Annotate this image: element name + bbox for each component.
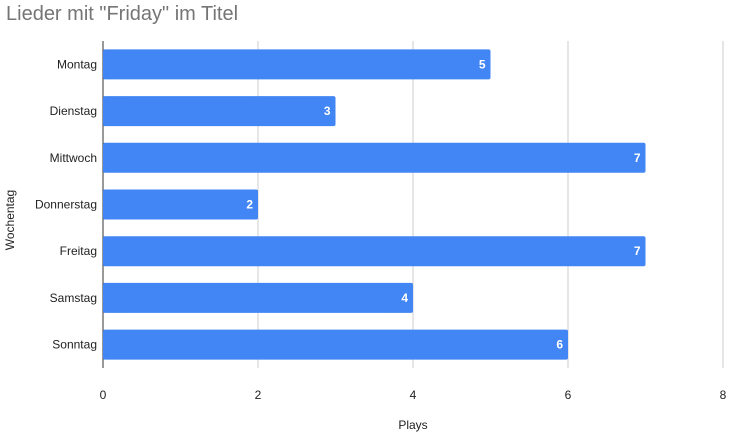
category-label: Montag (57, 57, 97, 71)
category-label: Donnerstag (35, 198, 97, 212)
category-label: Mittwoch (50, 151, 97, 165)
data-label: 3 (324, 104, 331, 118)
bar (103, 189, 258, 220)
x-tick-labels: 0 2 4 6 8 (100, 388, 727, 402)
bar (103, 49, 491, 80)
data-label: 2 (246, 198, 253, 212)
x-tick-label: 8 (720, 388, 727, 402)
bar (103, 142, 646, 173)
x-tick-label: 2 (255, 388, 262, 402)
bars: 5 3 7 2 7 4 6 (103, 49, 646, 360)
bar (103, 96, 336, 127)
x-axis-title: Plays (398, 418, 427, 432)
bar (103, 282, 413, 313)
y-axis-title: Wochentag (3, 190, 17, 251)
data-label: 4 (401, 291, 408, 305)
data-label: 7 (634, 151, 641, 165)
x-tick-label: 4 (410, 388, 417, 402)
data-label: 7 (634, 244, 641, 258)
x-tick-label: 6 (565, 388, 572, 402)
bar (103, 236, 646, 267)
category-label: Samstag (50, 291, 97, 305)
bar (103, 329, 568, 360)
data-label: 6 (556, 338, 563, 352)
category-label: Dienstag (50, 104, 97, 118)
category-label: Sonntag (52, 338, 97, 352)
chart-title: Lieder mit "Friday" im Titel (6, 3, 239, 25)
data-label: 5 (479, 57, 486, 71)
category-labels: Montag Dienstag Mittwoch Donnerstag Freitag S… (35, 57, 97, 351)
x-tick-label: 0 (100, 388, 107, 402)
category-label: Freitag (60, 244, 97, 258)
